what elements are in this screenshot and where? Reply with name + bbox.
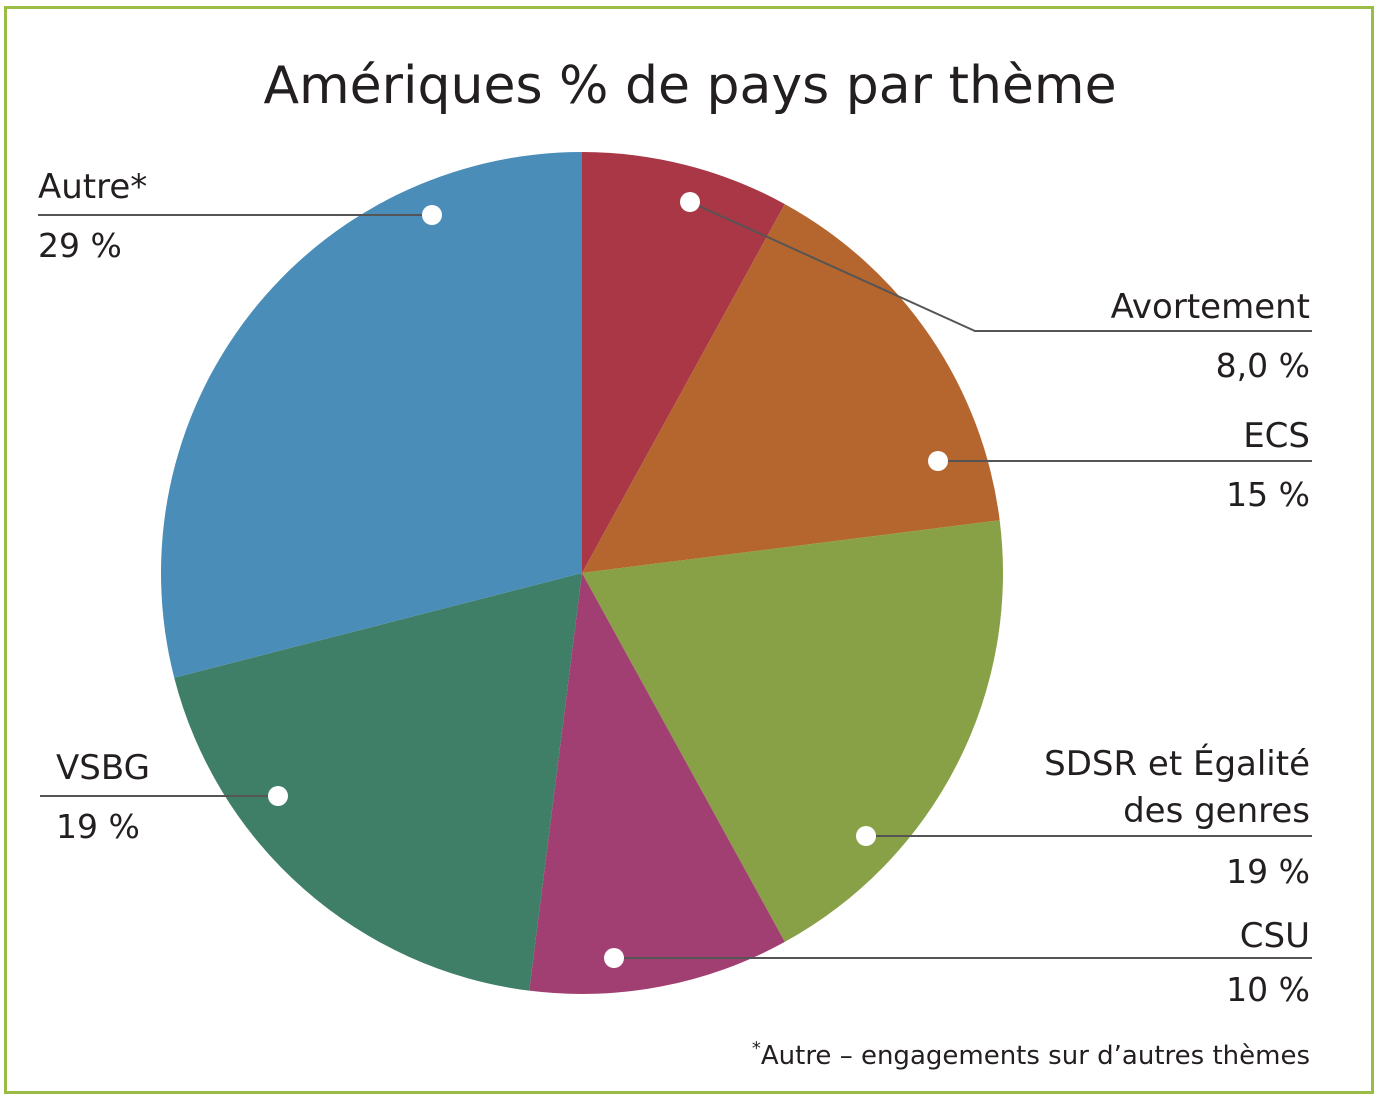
slice-label-0: Avortement [1111, 287, 1310, 327]
slice-label-2-line-1: des genres [1123, 791, 1310, 831]
slice-label-1: ECS [1243, 416, 1310, 456]
slice-label-3: CSU [1240, 916, 1310, 956]
leader-line-0 [689, 201, 1312, 332]
slice-value-0: 8,0 % [1216, 346, 1310, 385]
slice-label-2-line-0: SDSR et Égalité [1044, 743, 1310, 784]
pie-slices [160, 152, 1004, 994]
slice-value-5: 29 % [38, 226, 122, 265]
pie-slice-1 [582, 204, 1000, 573]
footnote: *Autre – engagements sur d’autres thèmes [752, 1038, 1310, 1071]
footnote-text: Autre – engagements sur d’autres thèmes [761, 1041, 1310, 1071]
slice-marker-0 [680, 192, 700, 212]
slice-label-4: VSBG [56, 748, 150, 788]
slice-value-2: 19 % [1226, 852, 1310, 891]
pie-slice-4 [174, 573, 582, 991]
chart-title: Amériques % de pays par thème [263, 56, 1116, 116]
slice-marker-2 [856, 826, 876, 846]
slice-labels: Avortement 8,0 % ECS 15 % SDSR et Égalité des… [38, 167, 1310, 1009]
slice-marker-5 [422, 205, 442, 225]
slice-marker-4 [268, 786, 288, 806]
slice-value-4: 19 % [56, 807, 140, 846]
slice-value-1: 15 % [1226, 475, 1310, 514]
pie-slice-0 [582, 152, 785, 573]
pie-slice-5 [160, 152, 582, 678]
slice-label-5: Autre* [38, 167, 147, 207]
footnote-mark: * [752, 1038, 761, 1059]
slice-marker-1 [928, 451, 948, 471]
slice-value-3: 10 % [1226, 970, 1310, 1009]
leader-lines [38, 192, 1312, 968]
slice-marker-3 [604, 948, 624, 968]
pie-slice-3 [529, 573, 785, 994]
